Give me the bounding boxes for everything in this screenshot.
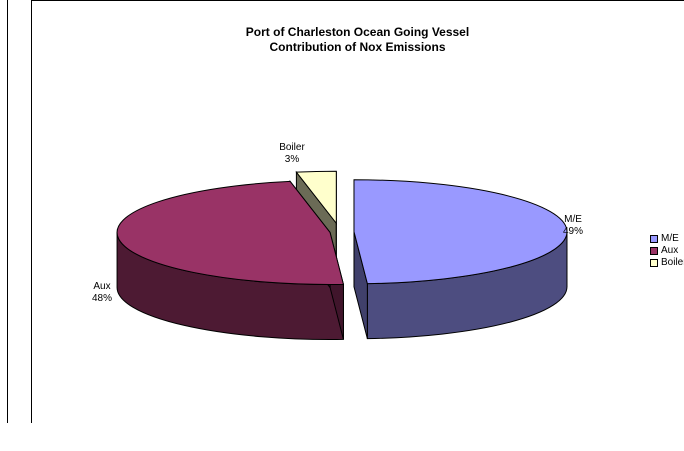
data-label-name-boiler: Boiler [279,142,305,153]
legend-item-aux: Aux [650,245,684,257]
data-label-value-boiler: 3% [285,154,300,165]
data-label-value-aux: 48% [92,293,112,304]
chart-title-line-2: Contribution of Nox Emissions [269,40,446,54]
adjacent-chart-border [0,0,8,423]
legend-swatch-boiler [650,259,658,267]
legend-label-me: M/E [661,233,679,244]
pie-slice-me [353,179,568,340]
pie-top-aux [116,180,345,285]
legend-item-boiler: Boiler [650,257,684,269]
chart-legend: M/E Aux Boiler [650,233,684,269]
legend-swatch-aux [650,247,658,255]
chart-title-line-1: Port of Charleston Ocean Going Vessel [245,25,470,39]
data-label-name-me: M/E [564,214,582,225]
legend-label-aux: Aux [661,245,679,256]
legend-item-me: M/E [650,233,684,245]
data-label-name-aux: Aux [93,281,110,292]
data-label-value-me: 49% [563,226,583,237]
chart-title: Port of Charleston Ocean Going Vessel Co… [31,25,684,55]
pie-slice-aux [116,179,345,340]
pie-top-boiler [295,170,337,225]
pie-top-me [353,179,568,285]
legend-swatch-me [650,235,658,243]
legend-label-boiler: Boiler [661,257,684,268]
